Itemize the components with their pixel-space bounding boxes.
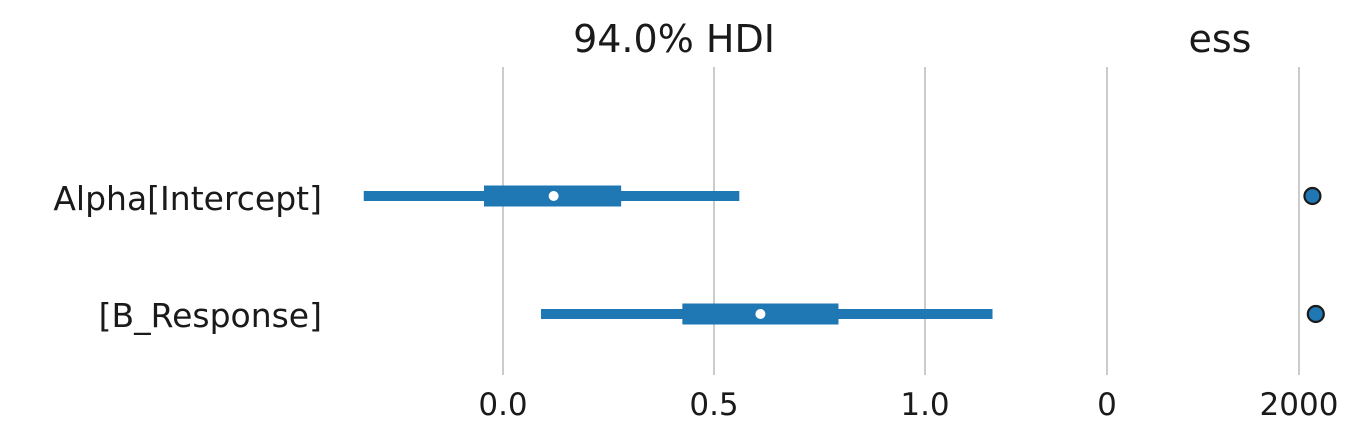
ess-panel: 0 2000 — [1097, 67, 1338, 423]
ess-panel-title: ess — [1189, 17, 1252, 61]
ess-point-alpha-intercept — [1303, 186, 1322, 206]
x-tick-label-ess-0: 0 — [1097, 387, 1117, 423]
median-point-alpha-intercept — [548, 191, 559, 201]
median-point-b-response — [755, 309, 766, 319]
hdi-panel-title: 94.0% HDI — [573, 17, 775, 61]
x-tick-label-hdi-1: 0.5 — [689, 387, 738, 423]
hdi-panel: 0.0 0.5 1.0 — [363, 67, 993, 423]
x-tick-label-ess-1: 2000 — [1260, 387, 1339, 423]
row-label-b-response: [B_Response] — [99, 296, 322, 335]
x-tick-label-hdi-0: 0.0 — [478, 387, 527, 423]
ess-point-b-response — [1306, 304, 1325, 324]
x-tick-label-hdi-2: 1.0 — [900, 387, 949, 423]
row-label-alpha-intercept: Alpha[Intercept] — [53, 179, 322, 218]
